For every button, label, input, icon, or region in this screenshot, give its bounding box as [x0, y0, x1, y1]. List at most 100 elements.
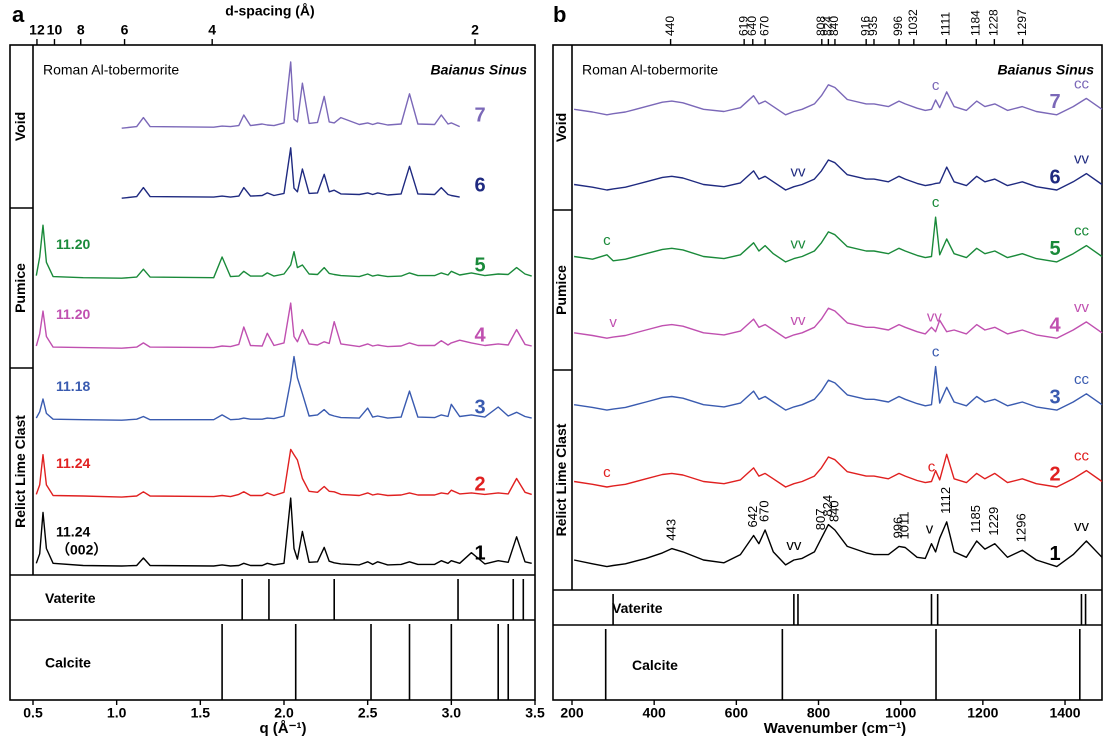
band-marker: vv	[1074, 518, 1090, 535]
trace	[121, 147, 460, 199]
trace	[573, 84, 1103, 116]
legend-label: 4	[474, 324, 486, 346]
top-tick-label: 1297	[1015, 9, 1029, 36]
x-axis-title: Wavenumber (cm⁻¹)	[764, 720, 906, 737]
top-tick-label: 640	[745, 16, 759, 36]
legend-label: 7	[1049, 91, 1060, 113]
group-label: Relict Lime Clast	[12, 415, 28, 528]
plot-frame	[9, 44, 536, 701]
annotation: Roman Al-tobermorite	[43, 62, 179, 78]
group-label: Void	[553, 113, 569, 142]
plot-frame	[552, 44, 1103, 701]
panel-label: a	[12, 2, 25, 27]
reference-label: Vaterite	[45, 590, 96, 606]
legend-label: 4	[1049, 314, 1061, 336]
top-tick-label: 8	[77, 22, 85, 38]
peak-label: 1112	[938, 487, 953, 514]
trace	[573, 365, 1103, 411]
band-marker: cc	[1074, 448, 1090, 465]
band-marker: vv	[1074, 299, 1090, 316]
top-tick-label: 440	[663, 16, 677, 36]
reference-label: Calcite	[632, 657, 678, 673]
band-marker: v	[926, 521, 934, 538]
trace	[35, 448, 532, 498]
top-tick-label: 10	[47, 22, 63, 38]
top-tick-label: 6	[121, 22, 129, 38]
reference-label: Vaterite	[612, 600, 663, 616]
band-marker: c	[603, 464, 611, 481]
x-tick-label: 3.5	[525, 705, 545, 721]
x-tick-label: 2.5	[358, 705, 378, 721]
top-tick-label: 996	[891, 16, 905, 36]
trace	[573, 521, 1103, 568]
x-tick-label: 1.5	[191, 705, 211, 721]
legend-label: 3	[1049, 386, 1060, 408]
trace	[573, 159, 1103, 191]
peak-label: 996	[890, 517, 905, 539]
band-marker: vv	[786, 537, 802, 554]
peak-label: 11.24	[56, 455, 90, 471]
trace	[35, 497, 532, 567]
band-marker: c	[932, 344, 940, 361]
peak-label: 642	[745, 506, 760, 528]
legend-label: 6	[474, 174, 485, 196]
x-tick-label: 600	[725, 705, 749, 721]
peak-label: 443	[663, 519, 678, 541]
peak-label: 11.20	[56, 306, 90, 322]
peak-label: 824	[820, 495, 835, 517]
trace	[35, 355, 532, 421]
band-marker: c	[928, 459, 936, 476]
peak-label: （002）	[56, 542, 107, 558]
group-label: Relict Lime Clast	[553, 423, 569, 536]
trace	[573, 216, 1103, 263]
legend-label: 1	[1049, 543, 1060, 565]
x-tick-label: 2.0	[274, 705, 294, 721]
peak-label: 807	[813, 509, 828, 531]
peak-label: 11.18	[56, 378, 90, 394]
legend-label: 2	[474, 473, 485, 495]
peak-label: 840	[826, 500, 841, 522]
band-marker: cc	[1074, 223, 1090, 240]
top-tick-label: 916	[858, 16, 872, 36]
band-marker: cc	[1074, 371, 1090, 388]
band-marker: cc	[1074, 75, 1090, 92]
annotation: Baianus Sinus	[431, 62, 528, 78]
group-label: Pumice	[553, 265, 569, 315]
legend-label: 5	[1049, 238, 1060, 260]
peak-label: 11.24	[56, 524, 90, 540]
band-marker: c	[932, 77, 940, 94]
band-marker: c	[932, 194, 940, 211]
top-tick-label: 1111	[938, 12, 952, 36]
trace	[35, 224, 532, 279]
trace	[121, 61, 460, 129]
band-marker: v	[609, 314, 617, 331]
top-tick-label: 1228	[987, 9, 1001, 36]
group-label: Void	[12, 112, 28, 141]
top-tick-label: 935	[866, 16, 880, 36]
top-tick-label: 1184	[968, 10, 982, 36]
band-marker: vv	[790, 236, 806, 253]
legend-label: 7	[474, 104, 485, 126]
x-tick-label: 3.0	[442, 705, 462, 721]
top-tick-label: 840	[827, 16, 841, 36]
peak-label: 1011	[897, 512, 912, 540]
annotation: Roman Al-tobermorite	[582, 62, 718, 78]
peak-label: 670	[757, 500, 772, 522]
annotation: Baianus Sinus	[998, 62, 1095, 78]
band-marker: vv	[1074, 151, 1090, 168]
peak-label: 1229	[986, 507, 1001, 536]
x-tick-label: 1200	[967, 705, 998, 721]
top-axis-title: d-spacing (Å)	[225, 3, 314, 19]
top-tick-label: 4	[208, 22, 216, 38]
band-marker: vv	[927, 309, 943, 326]
legend-label: 3	[474, 397, 485, 419]
legend-label: 6	[1049, 166, 1060, 188]
x-tick-label: 0.5	[23, 705, 43, 721]
band-marker: vv	[790, 164, 806, 181]
x-tick-label: 1.0	[107, 705, 127, 721]
peak-label: 1185	[968, 505, 983, 533]
x-tick-label: 800	[807, 705, 831, 721]
x-tick-label: 1000	[885, 705, 916, 721]
top-tick-label: 12	[29, 22, 45, 38]
